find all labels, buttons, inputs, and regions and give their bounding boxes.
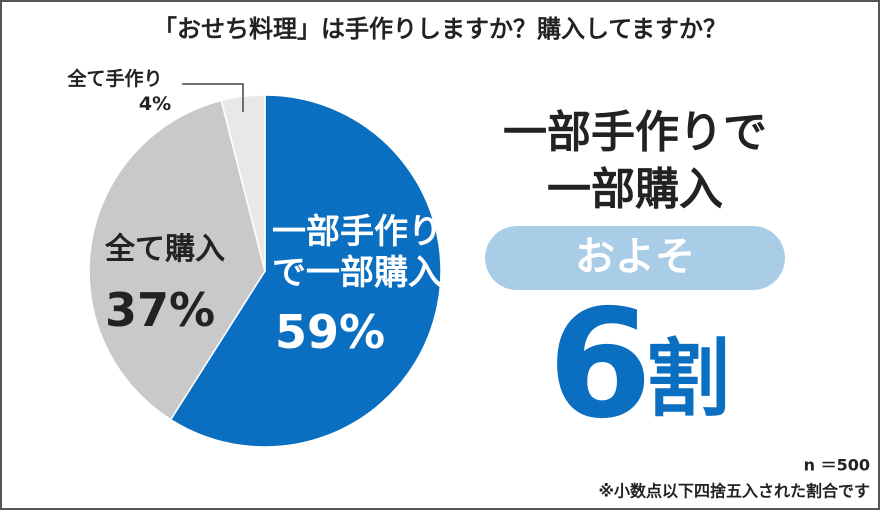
- headline: 一部手作りで: [503, 107, 767, 158]
- pie-slice: [88, 99, 266, 421]
- value-label: 37%: [104, 283, 216, 337]
- badge-bg: [485, 226, 785, 290]
- slice-label: 全て手作り: [67, 68, 163, 90]
- highlight-unit: 割: [646, 330, 730, 428]
- headline: 一部購入: [547, 164, 723, 215]
- sample-size: n ＝500: [804, 456, 870, 475]
- badge: およそ: [575, 234, 695, 280]
- footnote: ※小数点以下四捨五入された割合です: [598, 482, 870, 501]
- value-label: 4%: [138, 93, 172, 115]
- chart-title: 「おせち料理」は手作りしますか？購入してますか？: [153, 15, 727, 43]
- value-label: 59%: [274, 305, 386, 359]
- slice-label: 全て購入: [105, 232, 225, 267]
- highlight-number: 6: [548, 278, 652, 452]
- pie-slice: [169, 94, 442, 448]
- slice-label: 一部手作りで一部購入: [272, 212, 442, 293]
- pie: [88, 94, 442, 448]
- leader-line: [182, 83, 244, 112]
